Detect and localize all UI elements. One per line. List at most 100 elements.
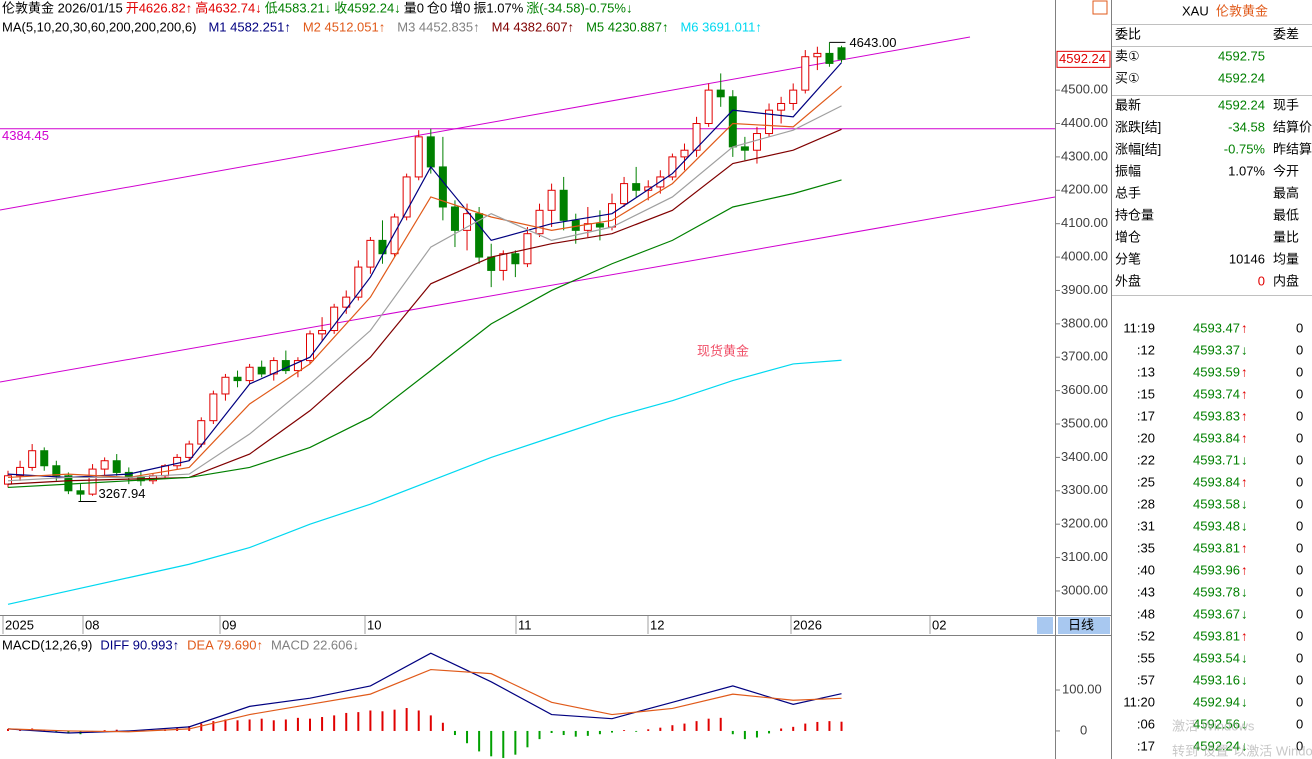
tick-price: 4593.54 <box>1193 650 1240 665</box>
tick-volume: 0 <box>1296 540 1303 555</box>
tick-time: :40 <box>1137 562 1155 577</box>
period-button[interactable] <box>1058 617 1110 634</box>
quote-value: 1.07% <box>1228 163 1265 178</box>
x-tick-label: 2025 <box>5 617 34 632</box>
x-tick-label: 2026 <box>793 617 822 632</box>
candle-body <box>88 468 97 495</box>
candle-body <box>559 189 568 221</box>
y-tick-label: 3800.00 <box>1061 315 1108 330</box>
candle-body <box>692 123 701 151</box>
quote-value: 4592.24 <box>1218 70 1265 85</box>
tick-time: :12 <box>1137 342 1155 357</box>
candle-body <box>426 136 435 168</box>
candle-body <box>306 333 314 362</box>
tick-time: :35 <box>1137 540 1155 555</box>
header-text: 低4583.21↓ <box>265 0 332 15</box>
tick-direction: ↓ <box>1241 518 1248 533</box>
y-tick-label: 3200.00 <box>1061 516 1108 531</box>
low-note: 3267.94 <box>98 486 145 501</box>
tick-direction: ↑ <box>1241 562 1248 577</box>
quote-value: 0 <box>1258 273 1265 288</box>
quote-label: 振幅 <box>1115 163 1141 178</box>
tick-direction: ↓ <box>1241 716 1248 731</box>
y-tick-label: 100.00 <box>1062 681 1102 696</box>
tick-direction: ↓ <box>1241 738 1248 753</box>
tick-price: 4593.58 <box>1193 496 1240 511</box>
y-tick-label: 3600.00 <box>1061 382 1108 397</box>
candle-body <box>269 360 278 375</box>
tick-price: 4593.83 <box>1193 408 1240 423</box>
candle-body <box>100 460 109 470</box>
tick-time: :43 <box>1137 584 1155 599</box>
tick-time: :52 <box>1137 628 1155 643</box>
header-text: M5 4230.887↑ <box>586 19 668 34</box>
tick-price: 4593.96 <box>1193 562 1240 577</box>
scroll-thumb[interactable] <box>1037 617 1053 634</box>
tick-volume: 0 <box>1296 606 1303 621</box>
tick-price: 4593.81 <box>1193 540 1240 555</box>
tick-time: :20 <box>1137 430 1155 445</box>
x-tick-label: 12 <box>650 617 664 632</box>
tick-volume: 0 <box>1296 518 1303 533</box>
y-tick-label: 3300.00 <box>1061 482 1108 497</box>
x-tick-label: 08 <box>85 617 99 632</box>
y-tick-label: 3500.00 <box>1061 415 1108 430</box>
quote-label: 委比 <box>1115 26 1141 41</box>
quote-label: 增仓 <box>1115 229 1141 244</box>
quote-label: 卖① <box>1115 48 1140 63</box>
quote-label: 总手 <box>1115 185 1141 200</box>
candle-body <box>76 490 85 495</box>
tick-volume: 0 <box>1296 716 1303 731</box>
header-text: 仓0 <box>427 0 447 15</box>
candle-body <box>438 166 447 208</box>
quote-label: 持仓量 <box>1115 207 1154 222</box>
tick-time: :28 <box>1137 496 1155 511</box>
candle-body <box>837 47 846 60</box>
tick-price: 4593.47 <box>1193 320 1240 335</box>
tick-price: 4592.24 <box>1193 738 1240 753</box>
candle-body <box>765 109 774 135</box>
quote-label: 买① <box>1115 70 1140 85</box>
activation-watermark: 激活 Windows <box>1172 718 1255 733</box>
candle-body <box>28 450 37 468</box>
quote-label: 涨跌[结] <box>1115 119 1161 134</box>
tick-time: :15 <box>1137 386 1155 401</box>
tick-price: 4593.48 <box>1193 518 1240 533</box>
candle-body <box>342 296 351 308</box>
quote-value: -0.75% <box>1224 141 1266 156</box>
quote-label: 外盘 <box>1115 273 1141 288</box>
candle-body <box>64 475 73 492</box>
y-tick-label: 4000.00 <box>1061 249 1108 264</box>
candle-body <box>330 306 339 332</box>
tick-volume: 0 <box>1296 650 1303 665</box>
header-text: 涨(-34.58)-0.75%↓ <box>526 0 632 15</box>
header-text: DIFF 90.993↑ <box>100 637 179 652</box>
quote-label: 最新 <box>1115 97 1141 112</box>
menu-icon[interactable] <box>1092 0 1108 15</box>
candle-body <box>777 102 786 111</box>
y-tick-label: 4200.00 <box>1061 182 1108 197</box>
candle-body <box>257 366 266 375</box>
header-text: MACD 22.606↓ <box>271 637 359 652</box>
tick-price: 4593.16 <box>1193 672 1240 687</box>
x-tick-label: 09 <box>222 617 236 632</box>
candle-body <box>197 420 206 445</box>
candle-body <box>801 56 810 91</box>
tick-time: 11:20 <box>1123 694 1155 709</box>
tick-price: 4592.56 <box>1193 716 1240 731</box>
candle-body <box>813 52 822 58</box>
candle-body <box>16 466 25 477</box>
tick-time: :25 <box>1137 474 1155 489</box>
tick-volume: 0 <box>1296 364 1303 379</box>
tick-time: :06 <box>1137 716 1155 731</box>
macd-line <box>7 668 842 733</box>
quote-right-label: 结算价 <box>1273 119 1312 134</box>
tick-volume: 0 <box>1296 694 1303 709</box>
candle-body <box>632 183 641 191</box>
x-tick-label: 11 <box>518 617 532 632</box>
tick-time: :22 <box>1137 452 1155 467</box>
tick-volume: 0 <box>1296 430 1303 445</box>
quote-right-label: 最低 <box>1273 207 1299 222</box>
tick-time: :48 <box>1137 606 1155 621</box>
tick-volume: 0 <box>1296 342 1303 357</box>
